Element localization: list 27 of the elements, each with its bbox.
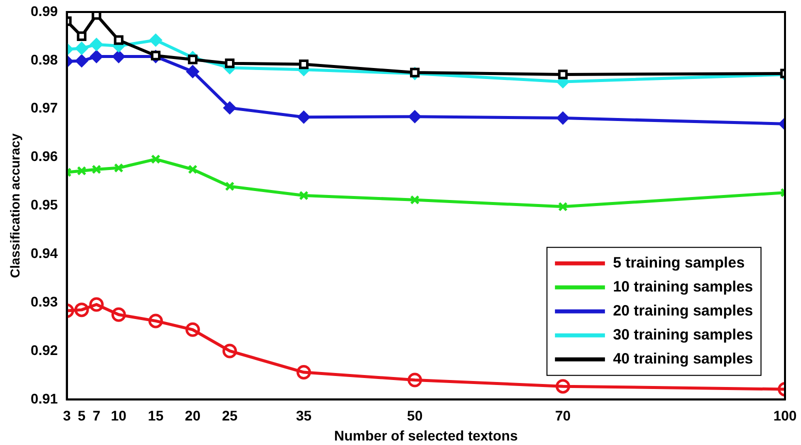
x-tick-label: 25 bbox=[222, 408, 238, 424]
y-tick-label: 0.99 bbox=[30, 2, 58, 19]
x-tick-label: 35 bbox=[296, 408, 312, 424]
legend-label: 30 training samples bbox=[612, 326, 754, 344]
x-tick-label: 15 bbox=[148, 408, 164, 424]
x-tick-label: 3 bbox=[62, 408, 71, 424]
x-tick-label: 20 bbox=[184, 408, 201, 424]
legend-label: 5 training samples bbox=[612, 254, 745, 272]
y-tick-label: 0.98 bbox=[30, 51, 58, 68]
y-tick-label: 0.91 bbox=[30, 390, 58, 406]
legend-label: 40 training samples bbox=[612, 350, 754, 368]
x-tick-label: 7 bbox=[92, 408, 101, 424]
y-tick-label: 0.95 bbox=[30, 196, 58, 213]
x-tick-label: 70 bbox=[555, 408, 571, 424]
y-tick-label: 0.96 bbox=[30, 148, 58, 164]
y-tick-label: 0.93 bbox=[30, 293, 58, 310]
y-tick-label: 0.92 bbox=[30, 342, 58, 358]
x-tick-label: 10 bbox=[110, 408, 127, 424]
y-tick-label: 0.97 bbox=[30, 100, 58, 116]
x-axis-title: Number of selected textons bbox=[334, 427, 518, 444]
legend-label: 10 training samples bbox=[612, 278, 754, 296]
x-tick-label: 50 bbox=[407, 408, 423, 424]
y-tick-label: 0.94 bbox=[30, 244, 58, 261]
x-tick-label: 5 bbox=[78, 408, 86, 424]
legend-label: 20 training samples bbox=[612, 302, 754, 320]
y-axis-title: Classification accuracy bbox=[7, 132, 22, 278]
x-tick-label: 100 bbox=[773, 408, 797, 424]
